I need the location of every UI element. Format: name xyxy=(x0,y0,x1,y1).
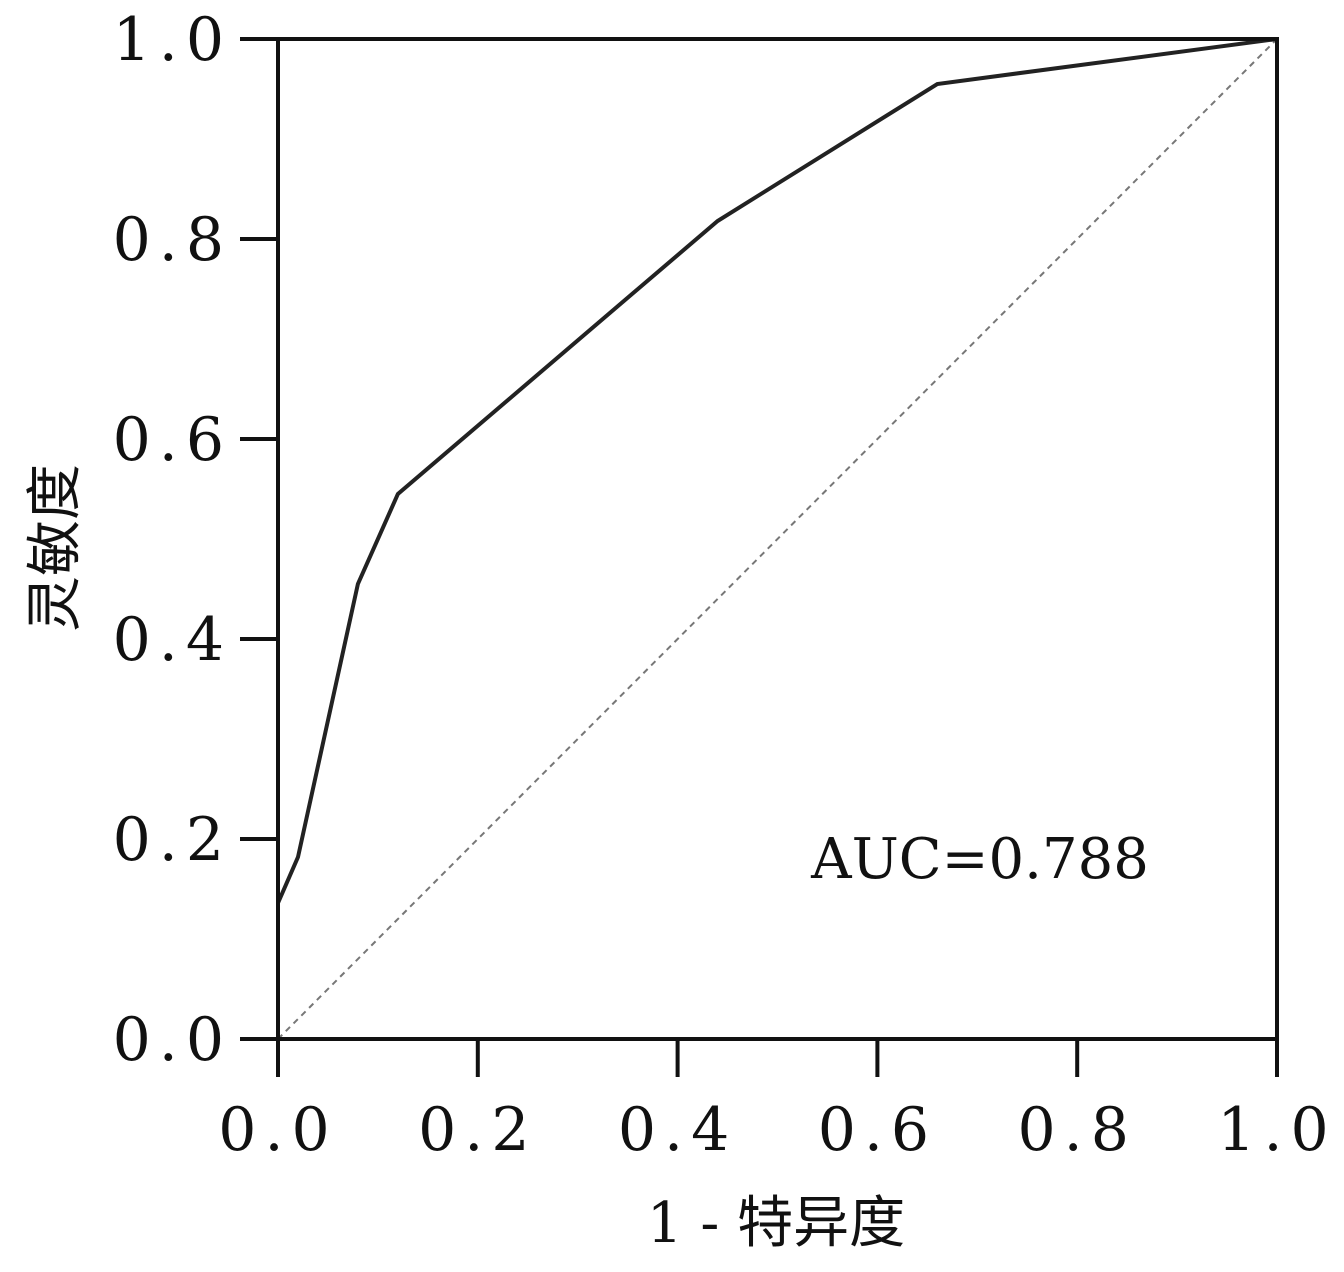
y-axis: 0.0 0.2 0.4 0.6 0.8 1.0 xyxy=(113,5,278,1075)
plot-frame-layer xyxy=(276,37,1279,1041)
x-axis: 0.0 0.2 0.4 0.6 0.8 1.0 xyxy=(218,1039,1336,1165)
y-tick-label: 0.0 xyxy=(113,1005,232,1075)
x-tick-label: 1.0 xyxy=(1217,1095,1336,1165)
roc-curve-line xyxy=(276,37,1278,1039)
y-axis-title: 灵敏度 xyxy=(23,464,88,632)
plot-frame xyxy=(276,37,1279,1041)
y-tick-label: 0.2 xyxy=(113,805,232,875)
x-tick-label: 0.2 xyxy=(418,1095,537,1165)
y-tick-label: 0.8 xyxy=(113,205,232,275)
reference-diagonal-layer xyxy=(277,38,1278,1040)
x-axis-title: 1 - 特异度 xyxy=(647,1191,905,1256)
x-tick-label: 0.8 xyxy=(1017,1095,1136,1165)
series-layer xyxy=(276,37,1278,1039)
x-tick-label: 0.4 xyxy=(618,1095,737,1165)
y-tick-label: 0.4 xyxy=(113,605,232,675)
y-tick-label: 1.0 xyxy=(113,5,232,75)
x-tick-label: 0.6 xyxy=(818,1095,937,1165)
reference-diagonal-line xyxy=(277,38,1278,1040)
y-tick-label: 0.6 xyxy=(113,405,232,475)
auc-annotation: AUC=0.788 xyxy=(810,827,1149,892)
x-tick-label: 0.0 xyxy=(218,1095,337,1165)
